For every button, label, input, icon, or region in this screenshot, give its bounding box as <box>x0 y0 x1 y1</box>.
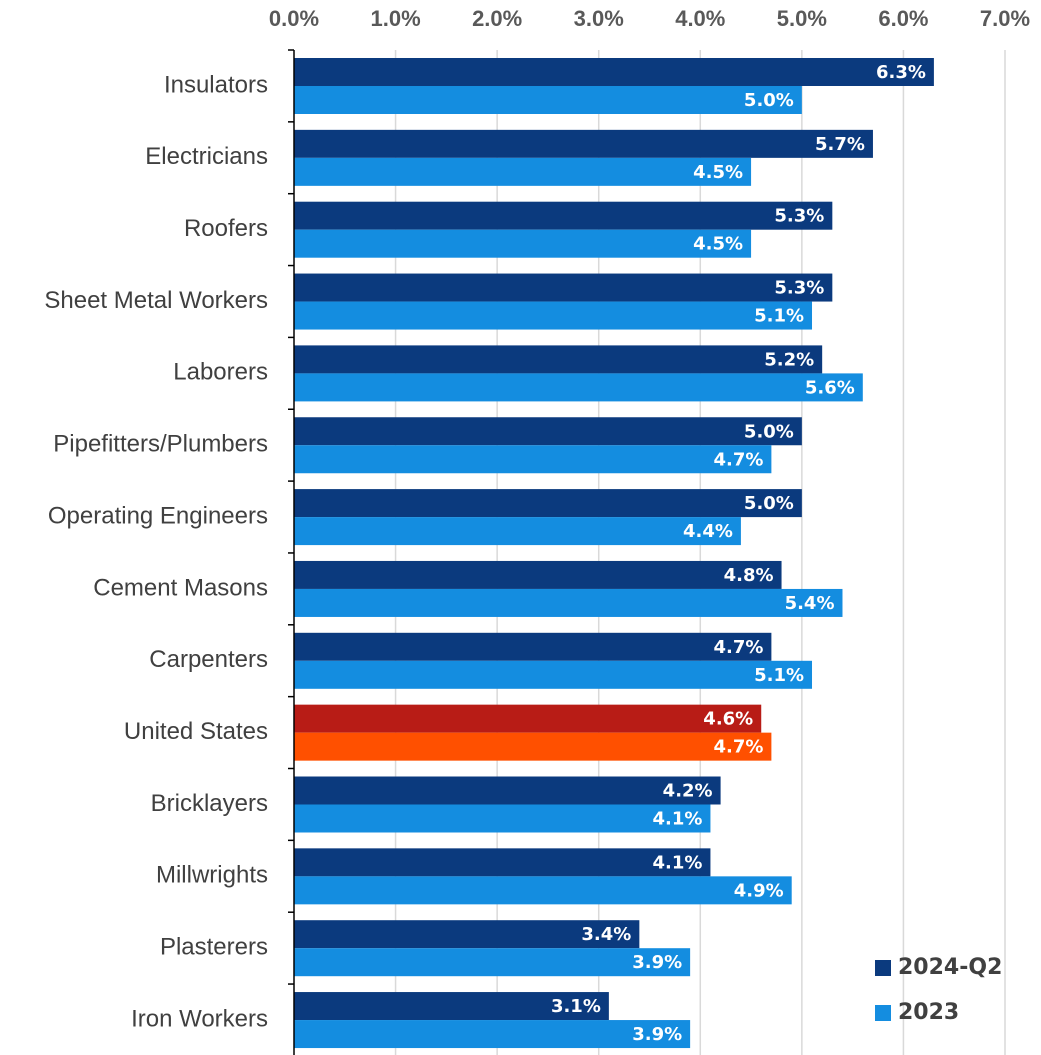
bar <box>294 58 934 86</box>
value-label: 4.1% <box>653 809 703 830</box>
value-label: 4.2% <box>663 781 713 802</box>
x-tick-label: 6.0% <box>878 6 928 31</box>
legend-label: 2023 <box>898 1000 959 1025</box>
value-label: 3.1% <box>551 996 601 1017</box>
category-label: Millwrights <box>156 862 268 889</box>
bar <box>294 560 782 589</box>
value-label: 4.7% <box>713 737 763 758</box>
bar <box>294 804 711 833</box>
category-label: Plasterers <box>160 934 268 961</box>
category-label: Operating Engineers <box>48 502 268 529</box>
value-label: 4.9% <box>734 880 784 901</box>
category-label: Bricklayers <box>151 790 268 817</box>
bar <box>294 588 843 617</box>
value-label: 4.7% <box>713 449 763 470</box>
value-label: 5.4% <box>785 593 835 614</box>
value-label: 4.6% <box>703 709 753 730</box>
value-label: 6.3% <box>876 62 926 83</box>
value-label: 5.3% <box>774 206 824 227</box>
value-label: 4.1% <box>653 852 703 873</box>
value-label: 5.7% <box>815 134 865 155</box>
category-label: Sheet Metal Workers <box>44 287 268 314</box>
bar <box>294 660 813 689</box>
value-label: 5.0% <box>744 90 794 111</box>
x-tick-label: 0.0% <box>269 6 319 31</box>
x-tick-label: 5.0% <box>777 6 827 31</box>
bar <box>294 445 772 474</box>
category-label: Laborers <box>173 359 268 386</box>
x-tick-label: 4.0% <box>675 6 725 31</box>
value-label: 3.9% <box>632 1024 682 1045</box>
x-tick-label: 2.0% <box>472 6 522 31</box>
value-label: 3.9% <box>632 952 682 973</box>
category-label: Pipefitters/Plumbers <box>53 431 268 458</box>
category-label: Insulators <box>164 71 268 98</box>
bar <box>294 129 873 158</box>
bar <box>294 345 823 374</box>
value-label: 5.6% <box>805 377 855 398</box>
bar <box>294 704 762 733</box>
value-label: 5.0% <box>744 421 794 442</box>
value-label: 4.8% <box>724 565 774 586</box>
category-label: United States <box>124 718 268 745</box>
bar <box>294 373 863 402</box>
category-label: Carpenters <box>149 646 268 673</box>
bar <box>294 517 741 546</box>
value-label: 4.7% <box>713 637 763 658</box>
value-label: 5.1% <box>754 306 804 327</box>
value-label: 4.5% <box>693 162 743 183</box>
value-label: 5.0% <box>744 493 794 514</box>
x-tick-label: 3.0% <box>574 6 624 31</box>
category-label: Cement Masons <box>93 574 268 601</box>
value-label: 5.3% <box>774 278 824 299</box>
x-tick-label: 7.0% <box>980 6 1030 31</box>
value-label: 5.2% <box>764 349 814 370</box>
bar <box>294 201 833 230</box>
bar <box>294 948 691 977</box>
value-label: 4.4% <box>683 521 733 542</box>
bar <box>294 86 802 114</box>
legend-swatch <box>875 960 891 976</box>
bar <box>294 417 802 446</box>
category-label: Electricians <box>145 143 268 170</box>
category-label: Roofers <box>184 215 268 242</box>
bar <box>294 489 802 518</box>
bar <box>294 632 772 661</box>
bar <box>294 876 792 905</box>
legend-swatch <box>875 1005 891 1021</box>
bar <box>294 229 752 258</box>
bar <box>294 157 752 186</box>
category-label: Iron Workers <box>131 1005 268 1032</box>
bar <box>294 776 721 805</box>
legend-label: 2024-Q2 <box>898 955 1002 980</box>
value-label: 5.1% <box>754 665 804 686</box>
value-label: 3.4% <box>581 924 631 945</box>
bar <box>294 992 609 1021</box>
bar <box>294 273 833 302</box>
bar <box>294 732 772 761</box>
bar <box>294 848 711 877</box>
x-tick-label: 1.0% <box>370 6 420 31</box>
value-label: 4.5% <box>693 234 743 255</box>
bar <box>294 301 813 330</box>
bar <box>294 1020 691 1049</box>
bar <box>294 920 640 949</box>
